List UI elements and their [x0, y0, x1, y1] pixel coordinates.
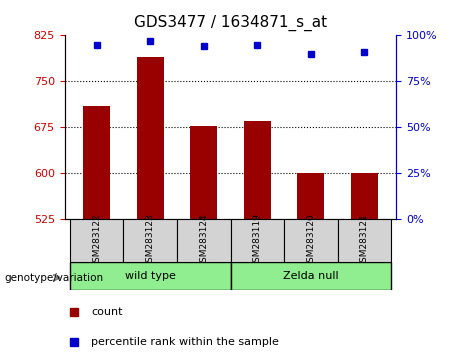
Bar: [230, 262, 391, 290]
Bar: [337, 219, 391, 262]
Text: wild type: wild type: [125, 271, 176, 281]
Text: percentile rank within the sample: percentile rank within the sample: [91, 337, 279, 347]
Bar: [230, 219, 284, 262]
Text: count: count: [91, 307, 123, 317]
Bar: [70, 262, 230, 290]
Text: genotype/variation: genotype/variation: [5, 273, 104, 283]
Bar: [190, 126, 217, 219]
Bar: [177, 219, 230, 262]
Bar: [351, 173, 378, 219]
Bar: [297, 173, 324, 219]
Text: GSM283119: GSM283119: [253, 213, 262, 268]
Text: GSM283120: GSM283120: [306, 213, 315, 268]
Bar: [83, 106, 110, 219]
Text: GSM283121: GSM283121: [360, 213, 369, 268]
Bar: [124, 219, 177, 262]
Bar: [284, 219, 337, 262]
Bar: [70, 219, 124, 262]
Bar: [244, 121, 271, 219]
Text: GSM283122: GSM283122: [92, 213, 101, 268]
Text: GSM283123: GSM283123: [146, 213, 155, 268]
Text: GSM283124: GSM283124: [199, 213, 208, 268]
Bar: [137, 57, 164, 219]
Title: GDS3477 / 1634871_s_at: GDS3477 / 1634871_s_at: [134, 15, 327, 31]
Text: Zelda null: Zelda null: [283, 271, 339, 281]
